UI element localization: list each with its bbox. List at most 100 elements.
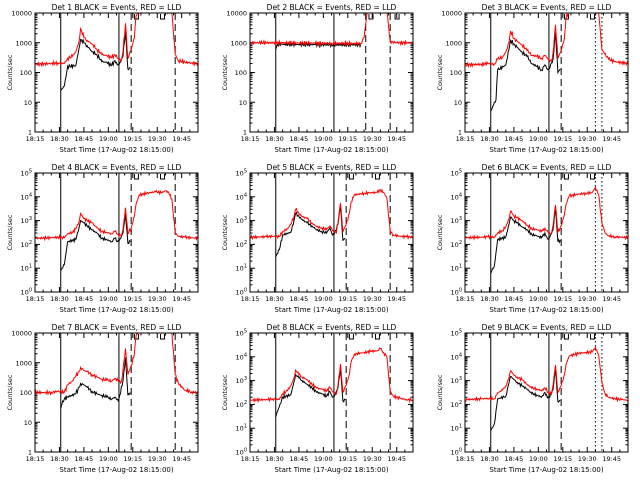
plot-frame	[34, 12, 199, 133]
y-axis-label: Counts/sec	[221, 374, 229, 410]
x-tick-label: 19:00	[529, 295, 548, 303]
x-tick-label: 18:15	[26, 135, 45, 143]
x-tick-label: 19:15	[123, 135, 142, 143]
events-series-line	[60, 357, 131, 409]
y-axis-label: Counts/sec	[221, 214, 229, 250]
y-tick-label: 105	[451, 329, 462, 338]
x-tick-label: 19:00	[529, 455, 548, 463]
panel-title: Det 1 BLACK = Events, RED = LLD	[52, 3, 182, 12]
x-tick-label: 19:45	[172, 295, 191, 303]
x-tick-label: 19:00	[529, 135, 548, 143]
y-axis-label: Counts/sec	[6, 54, 14, 90]
x-tick-label: 19:00	[314, 455, 333, 463]
y-tick-label: 102	[236, 400, 247, 409]
x-tick-label: 18:15	[456, 455, 475, 463]
x-tick-label: 19:30	[578, 295, 597, 303]
panel-title: Det 2 BLACK = Events, RED = LLD	[267, 3, 397, 12]
y-tick-label: 104	[451, 192, 462, 201]
y-tick-label: 1	[458, 129, 462, 137]
y-tick-label: 103	[236, 216, 247, 225]
attenuator-state-glyph	[394, 14, 400, 20]
y-tick-label: 100	[235, 69, 247, 77]
y-tick-label: 100	[236, 288, 247, 297]
y-tick-label: 1000	[15, 39, 32, 47]
x-axis-label: Start Time (17-Aug-02 18:15:00)	[59, 146, 173, 154]
plot-frame	[464, 12, 629, 133]
x-tick-label: 19:00	[314, 295, 333, 303]
y-tick-label: 100	[450, 69, 462, 77]
x-tick-label: 19:00	[99, 135, 118, 143]
plot-frame	[249, 172, 414, 293]
y-axis-label: Counts/sec	[6, 374, 14, 410]
y-axis-label: Counts/sec	[436, 374, 444, 410]
y-tick-label: 100	[21, 288, 32, 297]
x-tick-label: 19:00	[99, 295, 118, 303]
x-tick-label: 19:30	[578, 135, 597, 143]
y-tick-label: 105	[451, 169, 462, 178]
y-tick-label: 1	[243, 129, 247, 137]
lld-series-line	[465, 345, 628, 403]
y-tick-label: 10	[239, 99, 247, 107]
y-tick-label: 102	[451, 240, 462, 249]
x-axis-label: Start Time (17-Aug-02 18:15:00)	[59, 466, 173, 474]
x-axis-label: Start Time (17-Aug-02 18:15:00)	[489, 146, 603, 154]
x-tick-label: 18:30	[480, 295, 499, 303]
y-tick-label: 101	[451, 264, 462, 273]
x-tick-label: 18:45	[75, 295, 94, 303]
events-series-line	[275, 367, 346, 417]
x-tick-label: 19:15	[553, 135, 572, 143]
attenuator-state-glyph	[160, 174, 166, 180]
y-axis-label: Counts/sec	[436, 54, 444, 90]
plot-frame	[249, 12, 414, 133]
det-panel-3: Det 3 BLACK = Events, RED = LLD Counts/se…	[436, 3, 629, 154]
attenuator-state-glyph	[348, 174, 354, 180]
y-axis-label: Counts/sec	[6, 214, 14, 250]
attenuator-state-glyph	[590, 174, 596, 180]
lld-series-line	[250, 347, 413, 404]
y-tick-label: 104	[236, 352, 247, 361]
plot-frame	[464, 332, 629, 453]
y-tick-label: 104	[451, 352, 462, 361]
y-tick-label: 105	[21, 169, 32, 178]
x-tick-label: 18:15	[26, 295, 45, 303]
y-tick-label: 10000	[226, 10, 247, 18]
det-panel-1: Det 1 BLACK = Events, RED = LLD Counts/se…	[6, 3, 199, 154]
x-tick-label: 19:15	[123, 295, 142, 303]
x-tick-label: 18:15	[456, 295, 475, 303]
x-tick-label: 18:30	[265, 135, 284, 143]
attenuator-state-glyph	[368, 14, 374, 20]
x-tick-label: 18:30	[480, 455, 499, 463]
y-tick-label: 104	[236, 192, 247, 201]
y-tick-label: 102	[21, 240, 32, 249]
panel-title: Det 5 BLACK = Events, RED = LLD	[267, 163, 397, 172]
x-tick-label: 18:15	[456, 135, 475, 143]
x-axis-label: Start Time (17-Aug-02 18:15:00)	[489, 306, 603, 314]
events-series-line	[490, 32, 561, 112]
attenuator-state-glyph	[590, 334, 596, 340]
x-tick-label: 19:45	[602, 455, 621, 463]
y-tick-label: 100	[451, 448, 462, 457]
attenuator-state-glyph	[375, 334, 381, 340]
plot-frame	[249, 332, 414, 453]
attenuator-state-glyph	[563, 334, 569, 340]
x-tick-label: 18:45	[505, 135, 524, 143]
lld-series-line	[250, 188, 413, 241]
y-tick-label: 1	[28, 129, 32, 137]
x-tick-label: 19:00	[99, 455, 118, 463]
y-tick-label: 103	[21, 216, 32, 225]
panel-title: Det 4 BLACK = Events, RED = LLD	[52, 163, 182, 172]
attenuator-state-glyph	[133, 14, 139, 20]
x-tick-label: 19:45	[172, 135, 191, 143]
x-tick-label: 18:45	[505, 455, 524, 463]
x-tick-label: 18:30	[50, 135, 69, 143]
x-tick-label: 19:15	[553, 455, 572, 463]
x-tick-label: 18:15	[241, 135, 260, 143]
attenuator-state-glyph	[375, 174, 381, 180]
y-tick-label: 10	[454, 99, 462, 107]
attenuator-state-glyph	[160, 14, 166, 20]
y-tick-label: 10000	[11, 330, 32, 338]
x-tick-label: 19:45	[602, 295, 621, 303]
attenuator-state-glyph	[563, 174, 569, 180]
det-panel-8: Det 8 BLACK = Events, RED = LLD Counts/se…	[221, 323, 414, 474]
x-tick-label: 18:45	[75, 135, 94, 143]
